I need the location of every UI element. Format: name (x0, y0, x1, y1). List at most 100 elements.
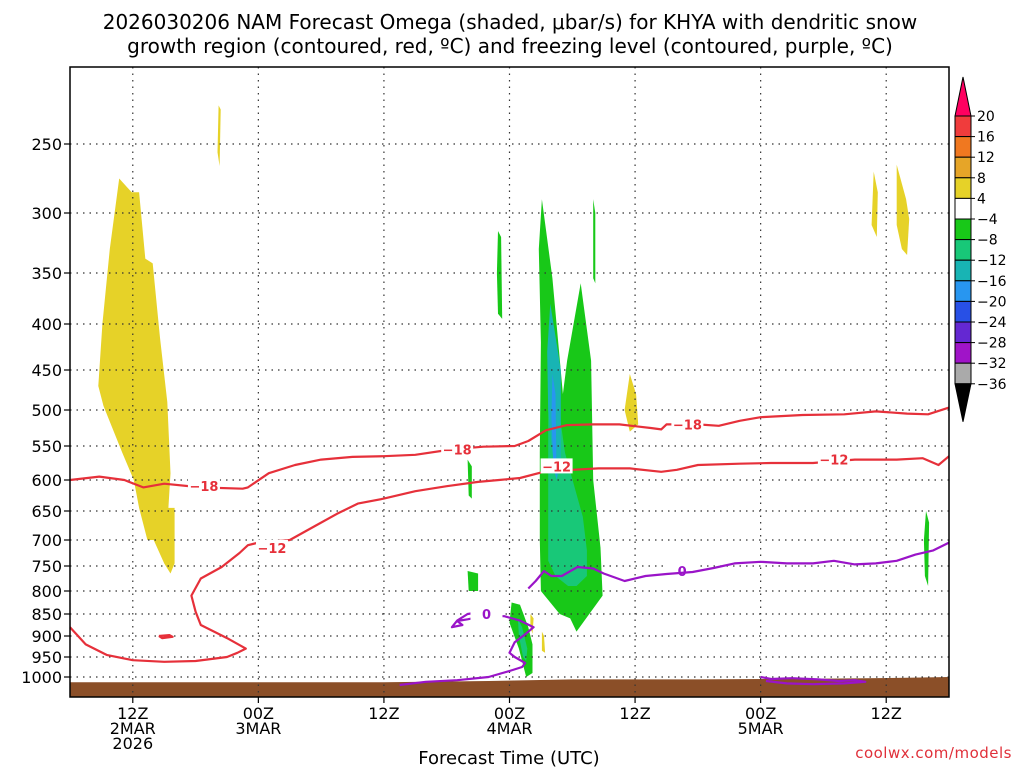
colorbar-box-8 (954, 280, 972, 302)
shade-yellow-top-sliver (217, 105, 221, 167)
colorbar-label-8: −16 (977, 274, 1007, 290)
colorbar-box-12 (954, 362, 972, 385)
x-tick-label-54-0: 12Z (619, 704, 650, 723)
y-tick-label-800: 800 (31, 582, 62, 601)
contour-freezing-level-0 (399, 610, 535, 687)
contour-label-dgz-minus-12-0: −12 (257, 542, 286, 557)
contour-label-dgz-minus-18-2: −18 (673, 418, 702, 433)
y-tick-label-900: 900 (31, 627, 62, 646)
ground-surface (70, 677, 949, 697)
colorbar-box-9 (954, 300, 972, 323)
x-tick-label-6-0: 12Z (117, 704, 148, 723)
shade-yellow-low-pair-2 (541, 631, 546, 653)
colorbar-label-1: 16 (977, 130, 995, 146)
colorbar-label-10: −24 (977, 315, 1007, 331)
contour-freezing-level-0-upper (527, 541, 950, 590)
x-tick-label-42-0: 00Z (494, 704, 525, 723)
y-tick-label-650: 650 (31, 502, 62, 521)
plot-background (70, 67, 949, 697)
x-axis-label: Forecast Time (UTC) (418, 748, 599, 768)
contour-label-bg (671, 416, 704, 432)
contour-label-freezing-level-0-0: 0 (482, 608, 491, 623)
colorbar-box-11 (954, 342, 972, 364)
colorbar-label-13: −36 (977, 377, 1007, 393)
colorbar-box-7 (954, 259, 972, 282)
ground-fill (70, 677, 949, 697)
y-tick-label-850: 850 (31, 605, 62, 624)
contour-freezing-level-0-bottom (760, 675, 867, 686)
y-tick-label-750: 750 (31, 557, 62, 576)
contour-dgz-minus-18 (69, 406, 950, 490)
shade-green-blob-780 (467, 571, 479, 591)
colorbar-label-4: 4 (977, 191, 986, 207)
colorbar-label-3: 8 (977, 171, 986, 187)
shade-teal-low (517, 618, 528, 661)
y-tick-label-1000: 1000 (21, 668, 62, 687)
y-tick-label-400: 400 (31, 315, 62, 334)
y-tick-label-450: 450 (31, 361, 62, 380)
contour-dgz-minus-12-dot (158, 633, 174, 640)
contour-label-dgz-minus-18-0: −18 (189, 480, 218, 495)
x-tick-label-78-0: 12Z (871, 704, 902, 723)
x-tick-label-18-1: 3MAR (235, 719, 281, 738)
chart-title-line-1: 2026030206 NAM Forecast Omega (shaded, μ… (103, 10, 918, 34)
contour-label-dgz-minus-12-2: −12 (819, 454, 848, 469)
y-tick-label-700: 700 (31, 531, 62, 550)
x-tick-label-30-0: 12Z (368, 704, 399, 723)
y-tick-label-300: 300 (31, 204, 62, 223)
colorbar-box-2 (954, 156, 972, 179)
colorbar-box-5 (954, 218, 972, 241)
shade-green-left-vertical (496, 231, 503, 319)
colorbar-label-11: −28 (977, 336, 1007, 352)
y-tick-label-500: 500 (31, 401, 62, 420)
colorbar-box-6 (954, 239, 972, 261)
colorbar-label-9: −20 (977, 294, 1007, 310)
shade-green-right-edge (923, 511, 930, 586)
x-tick-label-66-0: 00Z (745, 704, 776, 723)
colorbar-label-5: −4 (977, 212, 998, 228)
colorbar-box-4 (954, 197, 972, 220)
x-tick-label-42-1: 4MAR (486, 719, 532, 738)
colorbar-top-arrow (954, 76, 972, 117)
colorbar-box-3 (954, 177, 972, 199)
shade-yellow-upward-left (98, 178, 175, 574)
colorbar-box-0 (954, 115, 972, 138)
colorbar: 20 16 12 8 4 −4 −8 −12 −16 −20 −24 −28 −32 −36 (954, 76, 1007, 422)
colorbar-label-12: −32 (977, 356, 1007, 372)
contour-label-dgz-minus-12-1: −12 (542, 460, 571, 475)
shade-yellow-mid-right (624, 374, 639, 432)
y-tick-label-550: 550 (31, 437, 62, 456)
contour-label-bg (470, 606, 503, 621)
chart-title-line-2: growth region (contoured, red, ºC) and f… (127, 34, 893, 58)
contour-label-bg (817, 451, 850, 467)
shade-green-blob-600 (467, 459, 472, 499)
y-tick-label-350: 350 (31, 264, 62, 283)
contour-label-bg (187, 478, 220, 494)
contour-label-bg (255, 539, 288, 555)
y-axis: 250 300 350 400 450 500 550 600 650 700 750 800 850 9… (21, 135, 70, 687)
x-tick-label-18-0: 00Z (243, 704, 274, 723)
shade-yellow-upper-right (896, 164, 910, 255)
shade-green-thin-vertical (593, 199, 596, 284)
colorbar-label-0: 20 (977, 109, 995, 125)
contour-label-dgz-minus-18-1: −18 (443, 443, 472, 458)
omega-shading (98, 105, 930, 677)
colorbar-label-7: −12 (977, 253, 1007, 269)
x-tick-label-6-2: 2026 (112, 734, 153, 753)
y-tick-label-250: 250 (31, 135, 62, 154)
x-tick-label-66-1: 5MAR (738, 719, 784, 738)
colorbar-box-10 (954, 321, 972, 344)
colorbar-bottom-arrow (954, 383, 972, 422)
contour-dgz-minus-12 (69, 455, 950, 663)
x-tick-label-6-1: 2MAR (110, 719, 156, 738)
y-tick-label-950: 950 (31, 648, 62, 667)
shade-blue-core (551, 374, 557, 480)
credit-text: coolwx.com/models (855, 744, 1012, 762)
contour-label-bg (441, 441, 474, 457)
y-tick-label-600: 600 (31, 471, 62, 490)
colorbar-label-6: −8 (977, 233, 998, 249)
